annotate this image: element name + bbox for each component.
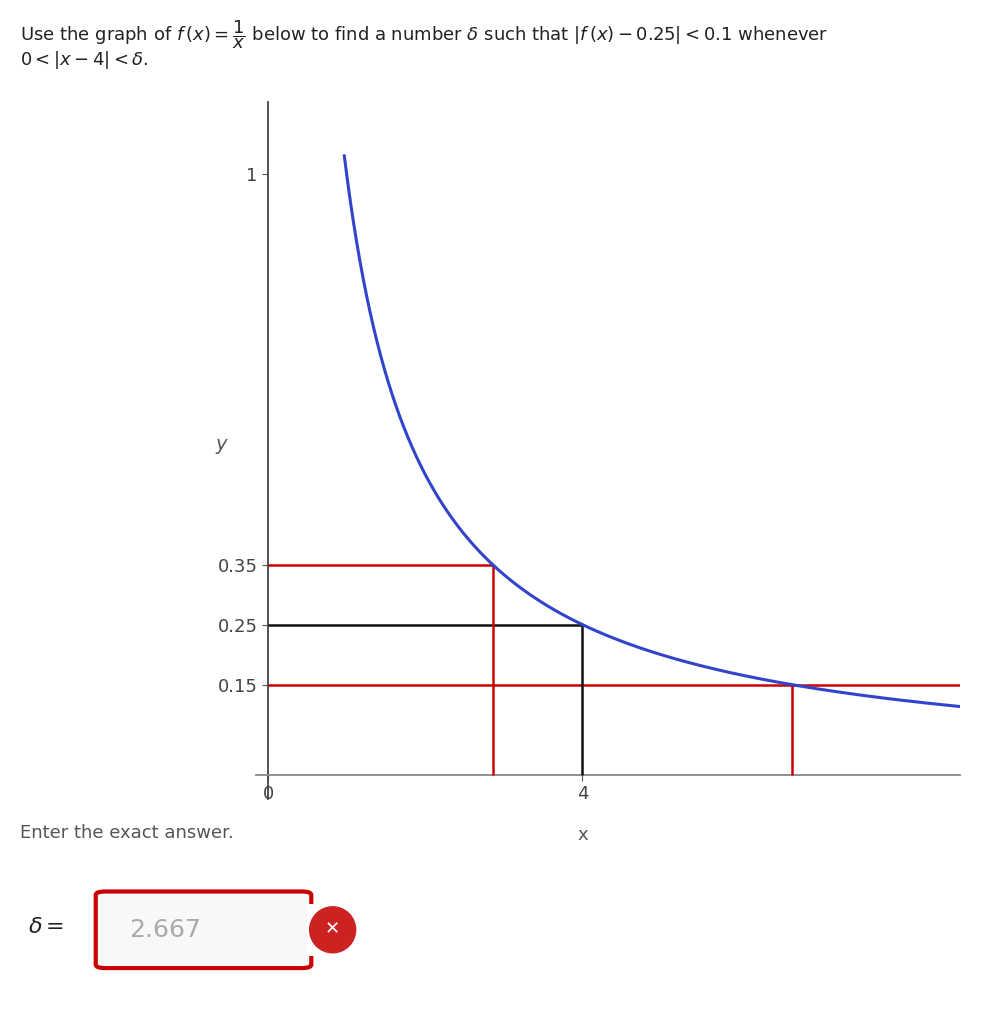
Text: Use the graph of $f\,(x) = \dfrac{1}{x}$ below to find a number $\delta$ such th: Use the graph of $f\,(x) = \dfrac{1}{x}$… [20,18,828,51]
Text: $\delta =$: $\delta =$ [28,916,64,937]
FancyBboxPatch shape [95,892,312,968]
Text: Enter the exact answer.: Enter the exact answer. [20,824,234,843]
Text: ✕: ✕ [325,921,341,939]
Circle shape [310,907,356,952]
Text: $0 < |x - 4| < \delta$.: $0 < |x - 4| < \delta$. [20,49,149,71]
Text: x: x [577,825,588,844]
Text: y: y [215,435,227,454]
Text: 2.667: 2.667 [129,918,201,942]
